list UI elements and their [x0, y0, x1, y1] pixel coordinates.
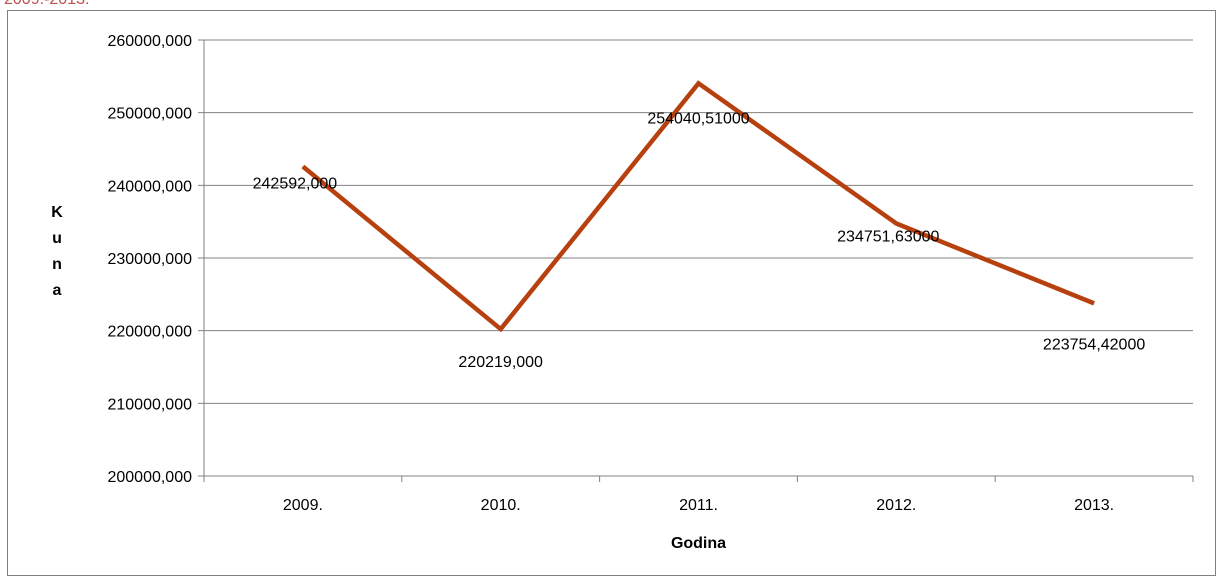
y-axis-tick-labels: 200000,000 210000,000 220000,000 230000,000…: [107, 33, 192, 486]
y-tick-label: 260000,000: [107, 33, 192, 50]
chart-area: 200000,000 210000,000 220000,000 230000,000…: [7, 10, 1216, 576]
series-line: [301, 80, 1095, 333]
data-labels: 242592,000 220219,000 254040,51000 234751,6…: [253, 110, 1146, 371]
data-label: 234751,63000: [837, 228, 939, 245]
data-label: 220219,000: [458, 354, 543, 371]
x-tick-label: 2009.: [283, 497, 323, 514]
axes: [198, 39, 1194, 482]
x-tick-label: 2012.: [876, 497, 916, 514]
x-axis-tick-labels: 2009. 2010. 2011. 2012. 2013.: [283, 497, 1114, 514]
x-axis-title: Godina: [671, 535, 726, 552]
y-tick-label: 240000,000: [107, 178, 192, 195]
series-layer: [301, 80, 1095, 333]
data-label: 242592,000: [253, 175, 338, 192]
x-tick-label: 2010.: [481, 497, 521, 514]
y-tick-label: 210000,000: [107, 396, 192, 413]
x-tick-label: 2011.: [679, 497, 718, 514]
gridlines: [204, 39, 1193, 404]
data-label: 223754,42000: [1043, 336, 1145, 353]
y-tick-label: 250000,000: [107, 106, 192, 123]
y-tick-label: 220000,000: [107, 324, 192, 341]
chart-caption: 2009.-2013.: [4, 0, 89, 9]
x-tick-label: 2013.: [1074, 497, 1114, 514]
y-tick-label: 200000,000: [107, 469, 192, 486]
line-chart: 200000,000 210000,000 220000,000 230000,000…: [51, 33, 1194, 552]
data-label: 254040,51000: [647, 110, 749, 127]
y-tick-label: 230000,000: [107, 251, 192, 268]
